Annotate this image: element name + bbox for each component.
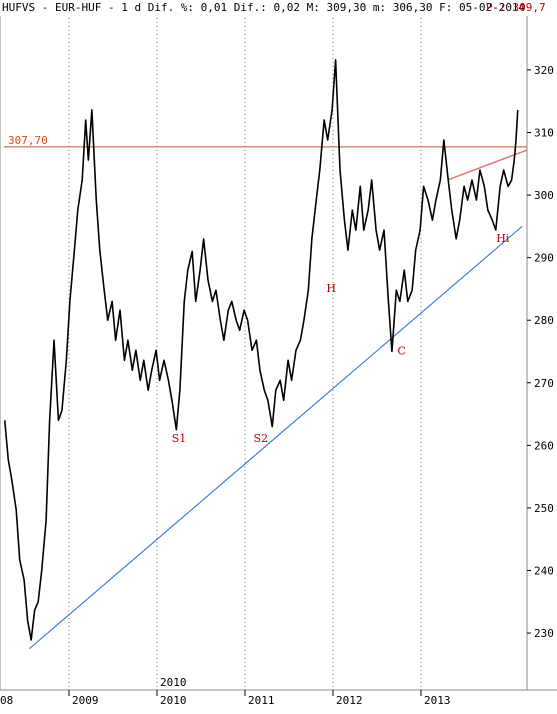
pattern-label: Hi bbox=[496, 232, 510, 245]
price-line bbox=[3, 59, 519, 641]
pattern-label: S2 bbox=[254, 432, 269, 445]
y-tick-label: 290 bbox=[534, 252, 554, 265]
inner-label: 2010 bbox=[160, 676, 187, 689]
x-tick-label: 2009 bbox=[72, 694, 99, 707]
x-start-label: 08 bbox=[0, 694, 13, 707]
trendline bbox=[447, 149, 528, 181]
x-tick-label: 2010 bbox=[160, 694, 187, 707]
y-tick-label: 260 bbox=[534, 439, 554, 452]
pattern-label: C bbox=[397, 345, 405, 358]
header-band bbox=[0, 0, 557, 16]
level-label: 307,70 bbox=[8, 134, 48, 147]
y-tick-label: 320 bbox=[534, 64, 554, 77]
y-tick-label: 230 bbox=[534, 627, 554, 640]
x-tick-label: 2011 bbox=[248, 694, 274, 707]
header-text: HUFVS - EUR-HUF - 1 d Dif. %: 0,01 Dif.:… bbox=[2, 1, 526, 14]
y-tick-label: 300 bbox=[534, 189, 554, 202]
x-tick-label: 2012 bbox=[336, 694, 363, 707]
pattern-label: S1 bbox=[172, 432, 187, 445]
header-price: P : 309,7 bbox=[486, 1, 546, 14]
trendline bbox=[29, 225, 523, 650]
y-tick-label: 250 bbox=[534, 502, 554, 515]
y-tick-label: 310 bbox=[534, 127, 554, 140]
y-tick-label: 270 bbox=[534, 377, 554, 390]
y-tick-label: 240 bbox=[534, 564, 554, 577]
x-tick-label: 2013 bbox=[424, 694, 451, 707]
y-tick-label: 280 bbox=[534, 314, 554, 327]
pattern-label: H bbox=[326, 282, 336, 295]
